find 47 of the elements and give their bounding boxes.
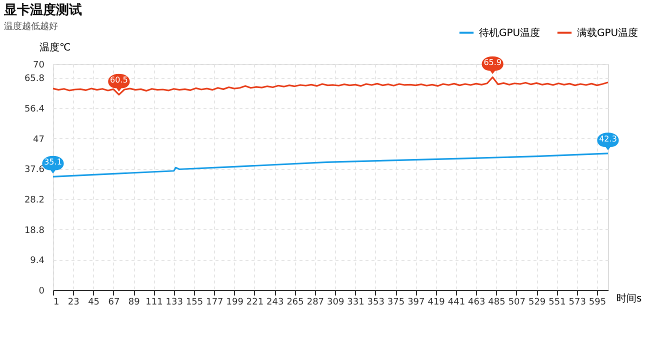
x-tick-label: 309 bbox=[326, 298, 344, 308]
x-tick-label: 507 bbox=[508, 298, 526, 308]
x-tick-label: 353 bbox=[367, 298, 384, 308]
x-tick-label: 133 bbox=[166, 298, 183, 308]
x-tick-label: 463 bbox=[468, 298, 486, 308]
x-tick-label: 67 bbox=[108, 298, 120, 308]
y-tick-label: 0 bbox=[38, 286, 45, 296]
x-tick-label: 419 bbox=[428, 298, 446, 308]
x-tick-label: 595 bbox=[588, 298, 606, 308]
annotation: 65.9 bbox=[484, 58, 502, 68]
y-tick-label: 70 bbox=[33, 60, 45, 70]
legend-label: 待机GPU温度 bbox=[479, 26, 540, 39]
x-tick-label: 265 bbox=[286, 298, 304, 308]
y-tick-label: 9.4 bbox=[30, 256, 45, 266]
x-tick-label: 23 bbox=[68, 298, 80, 308]
annotation: 35.1 bbox=[44, 158, 62, 167]
x-tick-label: 529 bbox=[528, 298, 546, 308]
chart-title: 显卡温度测试 bbox=[3, 2, 82, 18]
y-tick-label: 56.4 bbox=[24, 104, 45, 114]
x-axis-title: 时间s bbox=[616, 292, 642, 304]
chart-subtitle: 温度越低越好 bbox=[4, 21, 58, 32]
x-tick-label: 331 bbox=[347, 298, 364, 308]
x-tick-label: 375 bbox=[387, 298, 405, 308]
x-tick-label: 45 bbox=[88, 298, 100, 308]
annotation: 60.5 bbox=[110, 76, 128, 85]
y-tick-label: 65.8 bbox=[24, 74, 45, 84]
x-tick-label: 287 bbox=[306, 298, 324, 308]
legend-label: 满载GPU温度 bbox=[577, 26, 638, 39]
x-tick-label: 485 bbox=[488, 298, 506, 308]
y-axis-title: 温度℃ bbox=[40, 42, 71, 54]
x-tick-label: 177 bbox=[206, 298, 224, 308]
x-tick-label: 199 bbox=[226, 298, 244, 308]
x-tick-label: 551 bbox=[548, 298, 566, 308]
y-tick-label: 28.2 bbox=[24, 195, 44, 206]
x-tick-label: 155 bbox=[186, 298, 204, 308]
x-tick-label: 1 bbox=[54, 298, 60, 308]
x-tick-label: 243 bbox=[266, 298, 284, 308]
x-tick-label: 441 bbox=[448, 298, 466, 308]
y-tick-label: 37.6 bbox=[24, 165, 45, 176]
y-tick-label: 18.8 bbox=[24, 226, 45, 236]
x-tick-label: 221 bbox=[246, 298, 264, 308]
x-tick-label: 89 bbox=[128, 298, 140, 308]
x-tick-label: 397 bbox=[408, 298, 425, 308]
x-tick-label: 573 bbox=[568, 298, 586, 308]
x-tick-label: 111 bbox=[146, 298, 163, 308]
annotation: 42.3 bbox=[599, 134, 617, 144]
y-tick-label: 47 bbox=[33, 134, 44, 145]
